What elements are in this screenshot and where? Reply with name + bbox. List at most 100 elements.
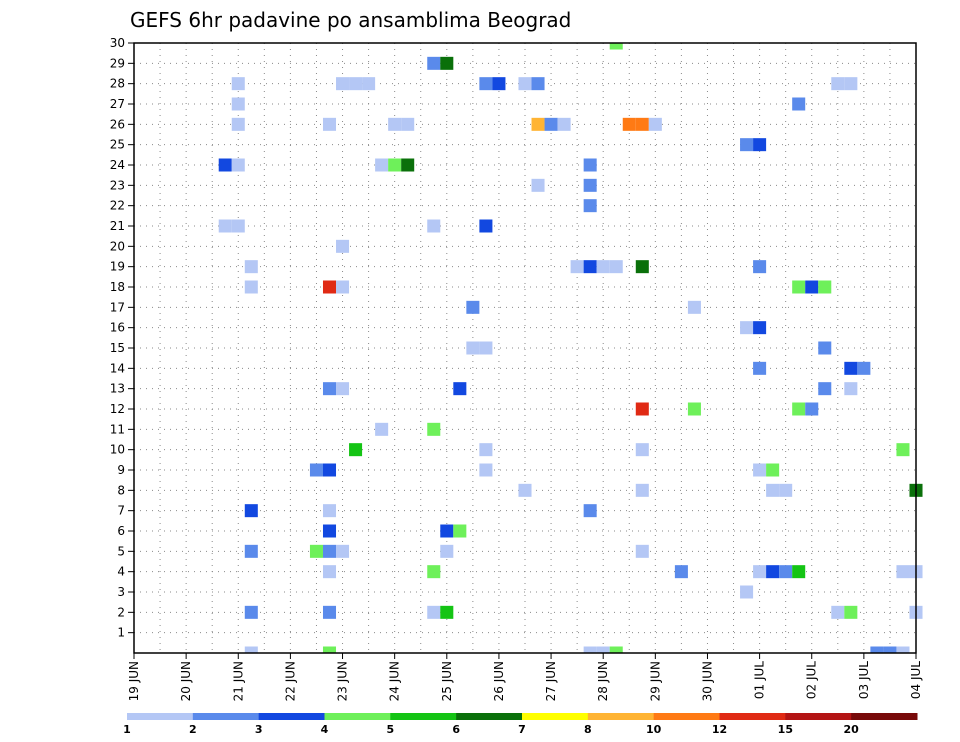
x-tick-label: 23 JUN bbox=[336, 661, 350, 701]
y-tick-label: 26 bbox=[110, 117, 125, 131]
y-tick-label: 24 bbox=[110, 158, 125, 172]
data-cell bbox=[322, 646, 337, 653]
colorbar-label: 7 bbox=[518, 723, 526, 736]
x-tick-label: 24 JUN bbox=[388, 661, 402, 701]
data-cell bbox=[322, 544, 337, 558]
data-cell bbox=[570, 260, 584, 274]
y-tick-label: 28 bbox=[110, 77, 125, 91]
colorbar-segment bbox=[127, 713, 194, 720]
data-cell bbox=[401, 117, 415, 131]
colorbar-label: 15 bbox=[778, 723, 793, 736]
data-cell bbox=[518, 77, 532, 91]
y-tick-label: 11 bbox=[110, 422, 125, 436]
x-tick-label: 26 JUN bbox=[492, 661, 506, 701]
data-cell bbox=[779, 565, 793, 579]
data-cell bbox=[336, 280, 350, 294]
data-cell bbox=[388, 158, 402, 172]
y-tick-label: 7 bbox=[117, 504, 125, 518]
data-cell bbox=[805, 280, 819, 294]
x-tick-label: 25 JUN bbox=[440, 661, 454, 701]
data-cell bbox=[844, 361, 858, 375]
data-cell bbox=[218, 219, 232, 233]
data-cell bbox=[792, 565, 806, 579]
data-cell bbox=[596, 646, 610, 653]
data-cell bbox=[362, 77, 376, 91]
data-cell bbox=[244, 544, 258, 558]
y-tick-label: 12 bbox=[110, 402, 125, 416]
x-tick-label: 22 JUN bbox=[283, 661, 297, 701]
data-cell bbox=[466, 341, 480, 355]
data-cell bbox=[309, 463, 323, 477]
colorbar-segment bbox=[390, 713, 457, 720]
y-tick-label: 10 bbox=[110, 443, 125, 457]
data-cell bbox=[231, 97, 245, 111]
colorbar-label: 5 bbox=[387, 723, 395, 736]
data-cell bbox=[231, 219, 245, 233]
colorbar-label: 10 bbox=[646, 723, 662, 736]
x-tick-label: 02 JUL bbox=[805, 661, 819, 699]
data-cell bbox=[427, 422, 441, 436]
data-cell bbox=[857, 361, 871, 375]
data-cell bbox=[440, 605, 454, 619]
y-tick-label: 15 bbox=[110, 341, 125, 355]
x-tick-label: 20 JUN bbox=[179, 661, 193, 701]
y-tick-label: 14 bbox=[110, 361, 125, 375]
colorbar-label: 2 bbox=[189, 723, 197, 736]
x-tick-label: 27 JUN bbox=[544, 661, 558, 701]
y-tick-label: 21 bbox=[110, 219, 125, 233]
data-cell bbox=[831, 605, 845, 619]
data-cell bbox=[674, 565, 688, 579]
data-cell bbox=[883, 646, 897, 653]
data-cell bbox=[322, 463, 337, 477]
data-cell bbox=[479, 463, 493, 477]
data-cell bbox=[753, 321, 767, 335]
data-cell bbox=[753, 361, 767, 375]
data-cell bbox=[518, 483, 532, 497]
colorbar-segment bbox=[587, 713, 655, 720]
data-cell bbox=[635, 483, 649, 497]
data-cell bbox=[635, 260, 649, 274]
data-cell bbox=[740, 585, 754, 599]
y-tick-label: 8 bbox=[117, 483, 125, 497]
data-cell bbox=[870, 646, 884, 653]
data-cell bbox=[896, 443, 910, 457]
data-cell bbox=[401, 158, 415, 172]
data-cell bbox=[635, 117, 649, 131]
data-cell bbox=[766, 463, 780, 477]
data-cell bbox=[635, 443, 649, 457]
data-cell bbox=[479, 219, 493, 233]
data-cell bbox=[583, 260, 597, 274]
data-cell bbox=[453, 524, 467, 538]
data-cell bbox=[818, 280, 832, 294]
data-cell bbox=[831, 77, 845, 91]
colorbar: 1 2 3 4 5 6 7 8 10 12 15 20 bbox=[123, 713, 918, 736]
data-cell bbox=[322, 117, 337, 131]
y-tick-label: 29 bbox=[110, 56, 125, 70]
data-cell bbox=[531, 178, 545, 192]
data-cell bbox=[583, 158, 597, 172]
colorbar-label: 8 bbox=[584, 723, 592, 736]
data-cell bbox=[818, 341, 832, 355]
data-cell bbox=[596, 260, 610, 274]
data-cell bbox=[753, 260, 767, 274]
data-cell bbox=[388, 117, 402, 131]
chart-title: GEFS 6hr padavine po ansamblima Beograd bbox=[130, 8, 571, 32]
data-cell bbox=[244, 280, 258, 294]
y-tick-label: 5 bbox=[117, 544, 125, 558]
data-cell bbox=[427, 565, 441, 579]
data-cell bbox=[440, 524, 454, 538]
data-cell bbox=[753, 463, 767, 477]
x-tick-label: 29 JUN bbox=[648, 661, 662, 701]
data-cell bbox=[336, 77, 350, 91]
data-cell bbox=[583, 199, 597, 213]
data-cell bbox=[322, 504, 337, 518]
y-tick-label: 17 bbox=[110, 300, 125, 314]
data-cell bbox=[779, 483, 793, 497]
colorbar-label: 3 bbox=[255, 723, 263, 736]
x-tick-label: 03 JUL bbox=[857, 661, 871, 699]
colorbar-segment bbox=[719, 713, 786, 720]
data-cell bbox=[244, 504, 258, 518]
y-tick-label: 30 bbox=[110, 36, 125, 50]
data-cell bbox=[244, 605, 258, 619]
